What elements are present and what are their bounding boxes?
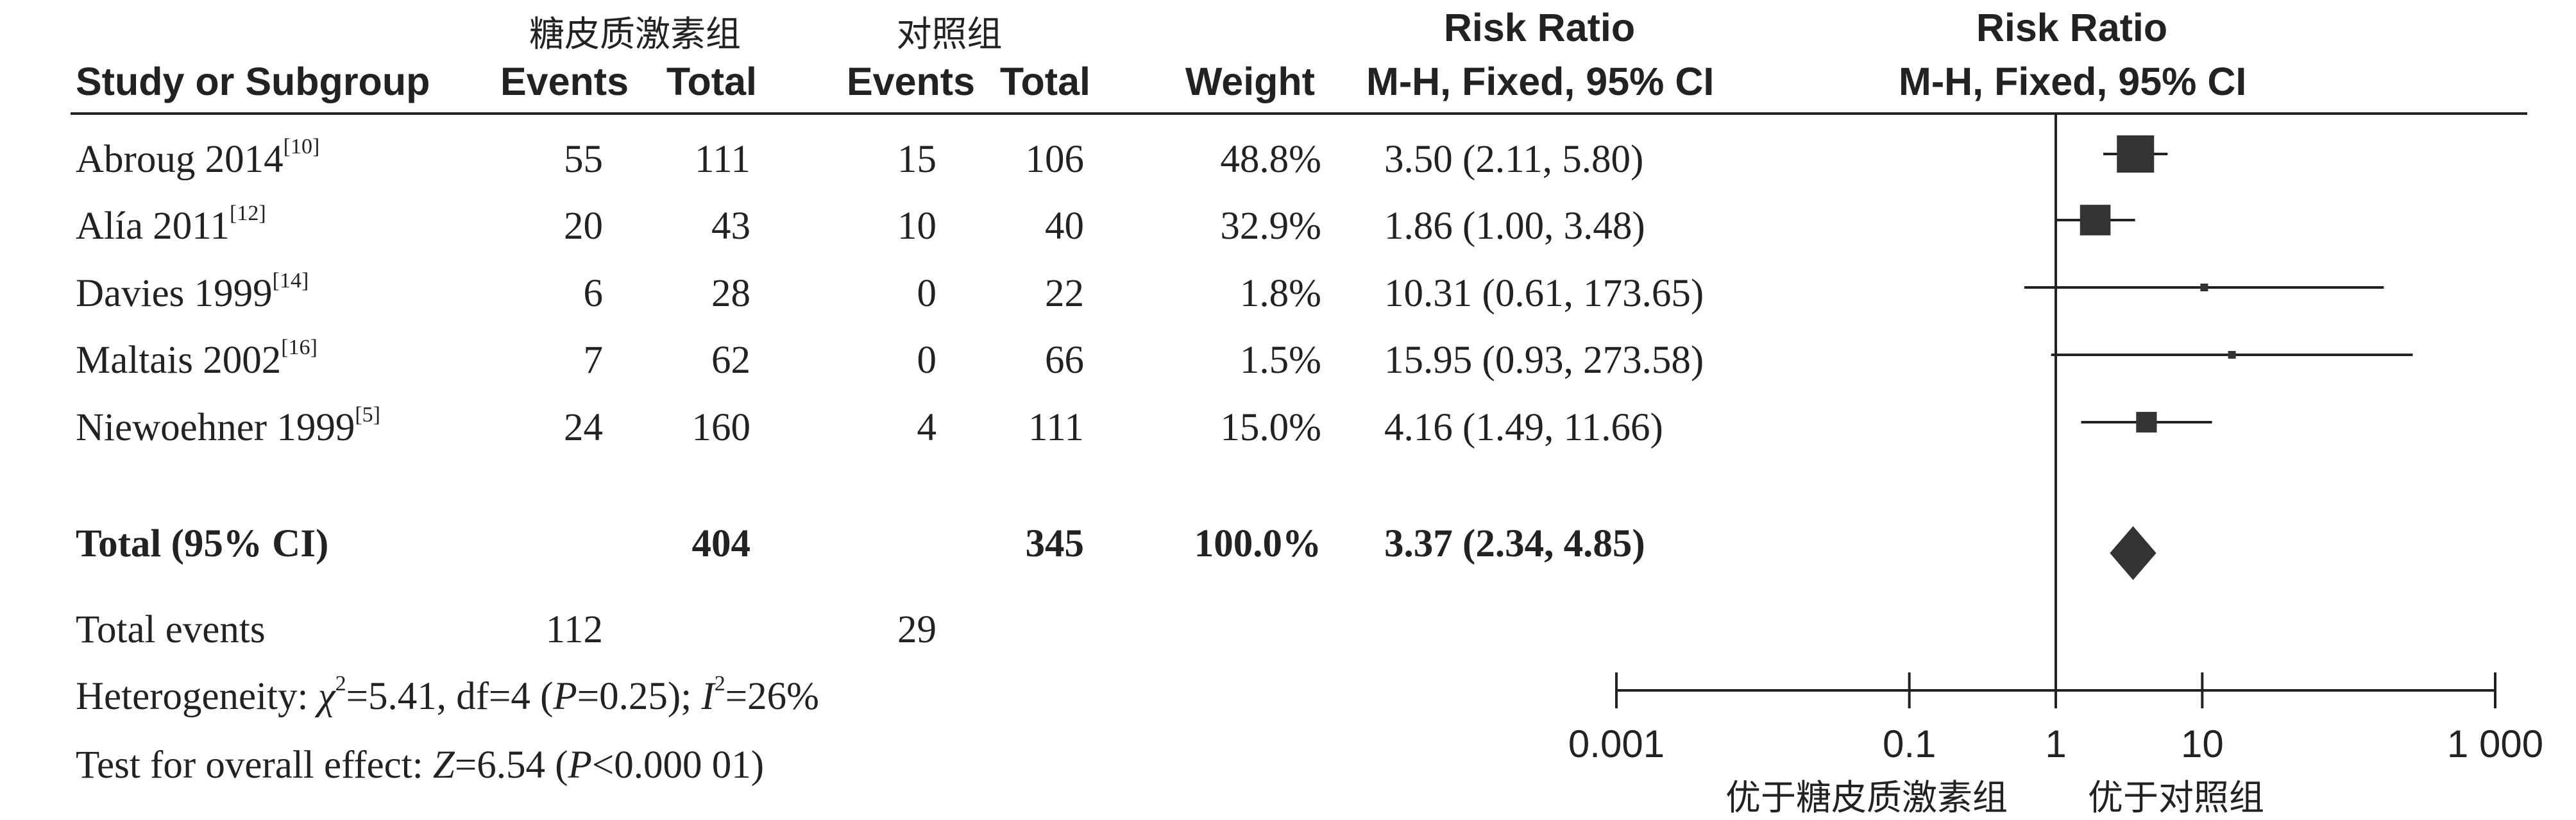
total-header-treatment: Total — [666, 60, 757, 103]
total-control: 111 — [1028, 406, 1084, 449]
weight-value: 15.0% — [1220, 406, 1321, 449]
total-ci: 3.37 (2.34, 4.85) — [1384, 522, 1645, 565]
overall-effect-text: Test for overall effect: Z=6.54 (P<0.000… — [76, 744, 765, 787]
effect-square — [2200, 284, 2208, 291]
events-treatment: 20 — [564, 205, 603, 248]
effect-square — [2228, 351, 2236, 359]
total-n-control: 345 — [1025, 522, 1085, 565]
weight-value: 32.9% — [1220, 205, 1321, 248]
events-treatment: 6 — [583, 272, 604, 315]
total-n-treatment: 404 — [691, 522, 751, 565]
events-treatment: 7 — [583, 339, 604, 382]
events-control: 4 — [917, 406, 937, 449]
total-treatment: 160 — [691, 406, 751, 449]
total-treatment: 62 — [711, 339, 750, 382]
weight-value: 1.5% — [1239, 339, 1321, 382]
total-treatment: 111 — [695, 138, 750, 181]
total-control: 22 — [1045, 272, 1084, 315]
weight-value: 1.8% — [1239, 272, 1321, 315]
total-control: 66 — [1045, 339, 1084, 382]
study-name: Niewoehner 1999[5] — [76, 403, 380, 449]
total-control: 40 — [1045, 205, 1084, 248]
events-header-control: Events — [847, 60, 976, 103]
risk-ratio-ci: 1.86 (1.00, 3.48) — [1384, 205, 1645, 248]
risk-ratio-ci: 15.95 (0.93, 273.58) — [1384, 339, 1704, 382]
method-header: M-H, Fixed, 95% CI — [1366, 60, 1715, 103]
events-control: 0 — [917, 339, 937, 382]
total-header-control: Total — [999, 60, 1090, 103]
events-control: 0 — [917, 272, 937, 315]
study-name: Abroug 2014[10] — [76, 135, 320, 181]
total-events-control: 29 — [897, 608, 936, 651]
events-control: 15 — [897, 138, 936, 181]
favours-treatment-label: 优于糖皮质激素组 — [1725, 777, 2008, 818]
study-column-header: Study or Subgroup — [76, 60, 430, 103]
total-events-label: Total events — [76, 608, 266, 651]
weight-value: 48.8% — [1220, 138, 1321, 181]
events-treatment: 24 — [564, 406, 603, 449]
risk-ratio-ci: 3.50 (2.11, 5.80) — [1384, 138, 1644, 181]
heterogeneity-text: Heterogeneity: χ2=5.41, df=4 (P=0.25); I… — [76, 672, 819, 718]
pooled-diamond — [2110, 526, 2157, 580]
total-events-treatment: 112 — [545, 608, 603, 651]
total-treatment: 28 — [711, 272, 750, 315]
study-name: Davies 1999[14] — [76, 269, 309, 315]
x-tick-label: 1 000 — [2447, 722, 2543, 765]
total-treatment: 43 — [711, 205, 750, 248]
x-tick-label: 0.1 — [1883, 722, 1936, 765]
favours-control-label: 优于对照组 — [2088, 777, 2265, 818]
x-tick-label: 10 — [2181, 722, 2224, 765]
total-label: Total (95% CI) — [76, 522, 329, 565]
risk-ratio-title: Risk Ratio — [1443, 6, 1636, 49]
x-tick-label: 1 — [2045, 722, 2066, 765]
events-control: 10 — [897, 205, 936, 248]
risk-ratio-ci: 4.16 (1.49, 11.66) — [1384, 406, 1663, 449]
effect-square — [2136, 411, 2157, 433]
treatment-group-title: 糖皮质激素组 — [529, 13, 741, 55]
effect-square — [2117, 135, 2155, 173]
events-header-treatment: Events — [500, 60, 629, 103]
risk-ratio-plot-title: Risk Ratio — [1976, 6, 2168, 49]
control-group-title: 对照组 — [896, 13, 1003, 55]
x-tick-label: 0.001 — [1568, 722, 1665, 765]
total-control: 106 — [1025, 138, 1085, 181]
method-plot-header: M-H, Fixed, 95% CI — [1899, 60, 2247, 103]
study-name: Maltais 2002[16] — [76, 336, 318, 382]
effect-square — [2080, 205, 2111, 235]
weight-header: Weight — [1185, 60, 1315, 103]
total-weight: 100.0% — [1194, 522, 1321, 565]
risk-ratio-ci: 10.31 (0.61, 173.65) — [1384, 272, 1704, 315]
events-treatment: 55 — [564, 138, 603, 181]
study-name: Alía 2011[12] — [76, 201, 266, 248]
